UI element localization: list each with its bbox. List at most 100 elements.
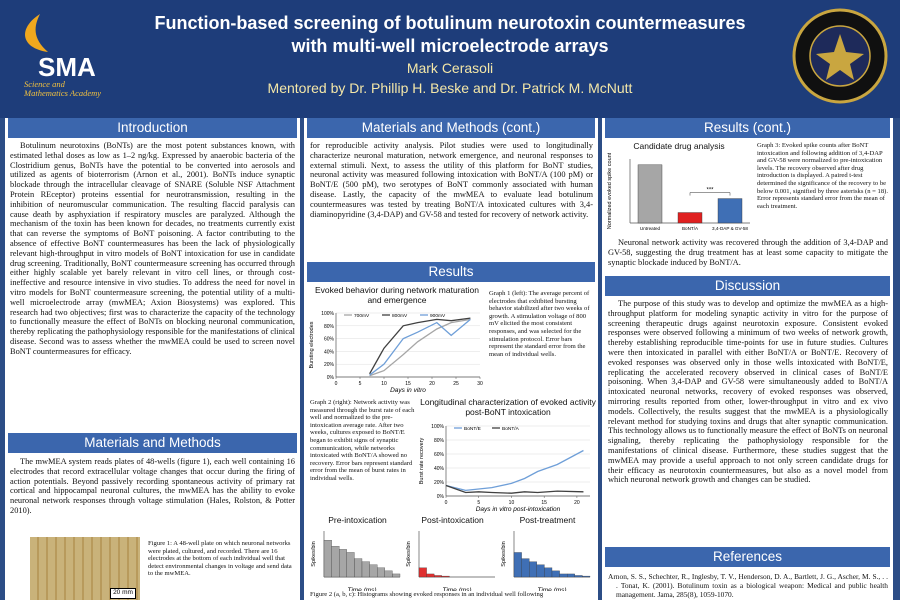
logo-short: SMA [38, 52, 96, 82]
x-tick-label: 10 [509, 500, 515, 506]
chart: Spikes/bin Time (ms) [406, 531, 495, 591]
chart-title: Post-treatment [519, 515, 576, 525]
series-line [369, 317, 471, 375]
histogram-bar [418, 567, 427, 578]
histogram-bar [574, 575, 583, 578]
legend-label: 800mV [392, 313, 408, 319]
histogram-bar [529, 561, 537, 578]
histogram-bar [354, 558, 363, 578]
legend-label: BoNT/A [502, 426, 520, 432]
histogram-bar [384, 570, 393, 578]
chart-title: Pre-intoxication [328, 515, 387, 525]
paragraph: for reproducible activity analysis. Pilo… [310, 141, 593, 219]
x-tick-label: 5 [477, 500, 480, 506]
significance-bracket [689, 192, 731, 196]
section-heading: References [605, 547, 890, 567]
logo-flame [25, 14, 48, 52]
y-tick-label: 0% [437, 494, 445, 500]
histogram-bar [544, 567, 553, 578]
legend-label: 700mV [354, 313, 370, 319]
x-tick-label: 5 [359, 381, 362, 387]
x-tick-label: 15 [541, 500, 547, 506]
histogram-bar [513, 552, 522, 578]
histogram-bar [377, 567, 385, 578]
y-axis-label: Spikes/bin [501, 541, 507, 566]
histogram-bar [369, 564, 378, 578]
mentors: Mentored by Dr. Phillip H. Beske and Dr.… [267, 80, 633, 96]
section-heading: Materials and Methods [8, 433, 297, 453]
chart: 0% 20% 40% 60% 80% 100% 0 5 10 15 20 25 30 Bursting e… [309, 311, 483, 394]
x-tick-label: 0 [445, 500, 448, 506]
chart: Normalized evoked spike count Untreated Bo… [607, 153, 750, 231]
y-tick-label: 100% [321, 311, 334, 317]
histogram-bar [559, 573, 568, 578]
histogram-bar [339, 549, 347, 578]
histogram-bar [551, 570, 560, 578]
x-tick-label: 15 [405, 381, 411, 387]
x-tick-label: 30 [477, 381, 483, 387]
chart-title: Post-intoxication [421, 515, 484, 525]
x-tick-label: 10 [381, 381, 387, 387]
x-axis-label: Days in vitro [390, 387, 426, 394]
paragraph: Arnon, S. S., Schechter, R., Inglesby, T… [608, 572, 888, 599]
x-tick-label: 25 [453, 381, 459, 387]
logo-long: Science and Mathematics Academy [24, 80, 102, 98]
section-heading: Results (cont.) [605, 118, 890, 138]
seal-emblem [816, 34, 864, 80]
x-tick-label: 0 [335, 381, 338, 387]
x-axis-label: Days in vitro post-intoxication [476, 506, 561, 513]
chart-title: Candidate drug analysis [633, 141, 725, 151]
institute-seal [792, 8, 888, 104]
histogram-bar [323, 540, 332, 578]
series-line [369, 318, 471, 377]
x-tick-label: 3,4-DAP & GV-58 [712, 226, 748, 231]
y-tick-label: 40% [324, 349, 335, 355]
legend-label: 900mV [430, 313, 446, 319]
annotation: *** [706, 188, 714, 194]
figure-caption: Figure 2 (a, b, c): Histograms showing e… [310, 591, 544, 598]
chart-caption: Graph 1 (left): The average percent of e… [489, 290, 590, 358]
y-axis-label: Spikes/bin [311, 541, 317, 566]
chart: Spikes/bin Time (ms) [501, 531, 591, 591]
y-tick-label: 60% [434, 452, 445, 458]
y-axis-label: Burst rate recovery [419, 438, 425, 485]
y-tick-label: 80% [434, 438, 445, 444]
y-axis-label: Spikes/bin [406, 541, 412, 566]
chart-title: Evoked behavior during network maturatio… [315, 285, 479, 305]
x-tick-label: 20 [429, 381, 435, 387]
logo-long-box: Science and Mathematics Academy [24, 80, 102, 98]
histogram-bar [392, 573, 401, 578]
y-tick-label: 0% [327, 375, 335, 381]
paragraph: Botulinum neurotoxins (BoNTs) are the mo… [10, 141, 295, 356]
chart-caption: Graph 3: Evoked spike counts after BoNT … [757, 142, 888, 210]
chart-caption: Graph 2 (right): Network activity was me… [310, 399, 415, 482]
header-bar [0, 0, 900, 118]
histogram-bar [434, 575, 442, 578]
section-heading: Discussion [605, 276, 890, 296]
paragraph: Neuronal network activity was recovered … [608, 238, 888, 267]
series-line [445, 449, 584, 492]
y-tick-label: 80% [324, 324, 335, 330]
y-axis-label: Bursting electrodes [309, 321, 315, 368]
x-axis-label: Time (ms) [347, 587, 376, 591]
y-tick-label: 20% [324, 362, 335, 368]
column-2 [304, 118, 598, 600]
scale-bar: 20 mm [110, 588, 136, 599]
sma-logo: SMA Science and Mathematics Academy [24, 14, 102, 98]
figure-caption: Figure 1: A 48-well plate on which neuro… [148, 540, 292, 578]
series-line [445, 484, 584, 494]
histogram-bar [567, 573, 575, 578]
section-heading: Results [307, 262, 595, 282]
chart: Spikes/bin Time (ms) [311, 531, 401, 591]
series-line [369, 318, 471, 376]
bar [677, 212, 703, 224]
histogram-bar [331, 546, 340, 578]
x-tick-label: 20 [574, 500, 580, 506]
histogram-bar [361, 561, 370, 578]
x-axis-label: Time (ms) [442, 587, 471, 591]
y-tick-label: 40% [434, 466, 445, 472]
paragraph: The mwMEA system reads plates of 48-well… [10, 457, 295, 515]
chart: 0% 20% 40% 60% 80% 100% 0 5 10 15 20 Burst rate rec… [419, 424, 590, 513]
y-tick-label: 100% [431, 424, 444, 430]
